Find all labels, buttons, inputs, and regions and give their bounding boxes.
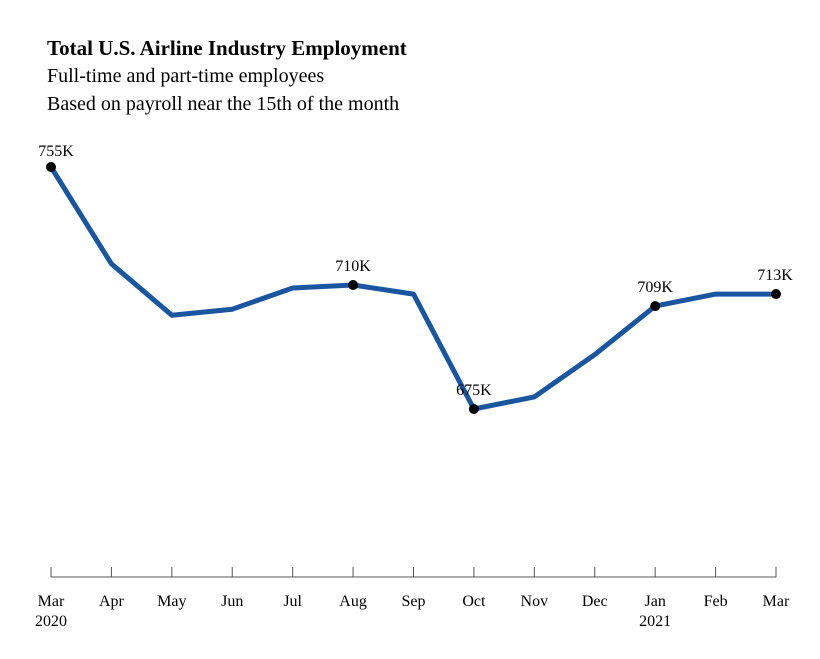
- data-point: [771, 289, 781, 300]
- chart-subtitle-1: Full-time and part-time employees: [47, 65, 325, 87]
- x-tick-label: Apr: [99, 593, 125, 610]
- x-tick-label: Mar: [38, 593, 65, 610]
- x-tick-label: Dec: [582, 593, 608, 610]
- data-points: [46, 162, 781, 414]
- x-tick-label: Jan: [645, 593, 666, 610]
- x-year-label: 2020: [35, 613, 67, 630]
- data-label: 755K: [38, 143, 74, 160]
- x-tick-label: Sep: [402, 593, 426, 610]
- x-year-label: 2021: [639, 613, 671, 630]
- x-tick-label: Mar: [763, 593, 790, 610]
- data-point: [650, 301, 661, 312]
- x-tick-label: Oct: [462, 593, 486, 610]
- data-labels: 755K 710K 675K 709K 713K: [38, 143, 793, 399]
- data-label: 709K: [637, 279, 673, 296]
- x-tick-label: Nov: [521, 593, 549, 610]
- x-tick-label: May: [157, 593, 186, 610]
- x-axis: Mar 2020 Apr May Jun Jul Aug Sep Oct Nov Dec Jan 202…: [35, 567, 790, 630]
- x-tick-label: Aug: [339, 593, 367, 610]
- x-tick-label: Feb: [704, 593, 728, 610]
- data-label: 713K: [757, 267, 793, 284]
- chart-subtitle-2: Based on payroll near the 15th of the mo…: [47, 93, 400, 115]
- data-label: 710K: [335, 258, 371, 275]
- chart-header: Total U.S. Airline Industry Employment F…: [47, 34, 407, 118]
- data-label: 675K: [456, 382, 492, 399]
- x-tick-label: Jun: [221, 593, 243, 610]
- chart-title: Total U.S. Airline Industry Employment: [47, 36, 407, 60]
- data-point: [46, 162, 56, 172]
- x-tick-label: Jul: [283, 593, 302, 610]
- data-point: [348, 279, 359, 290]
- data-point: [468, 404, 479, 414]
